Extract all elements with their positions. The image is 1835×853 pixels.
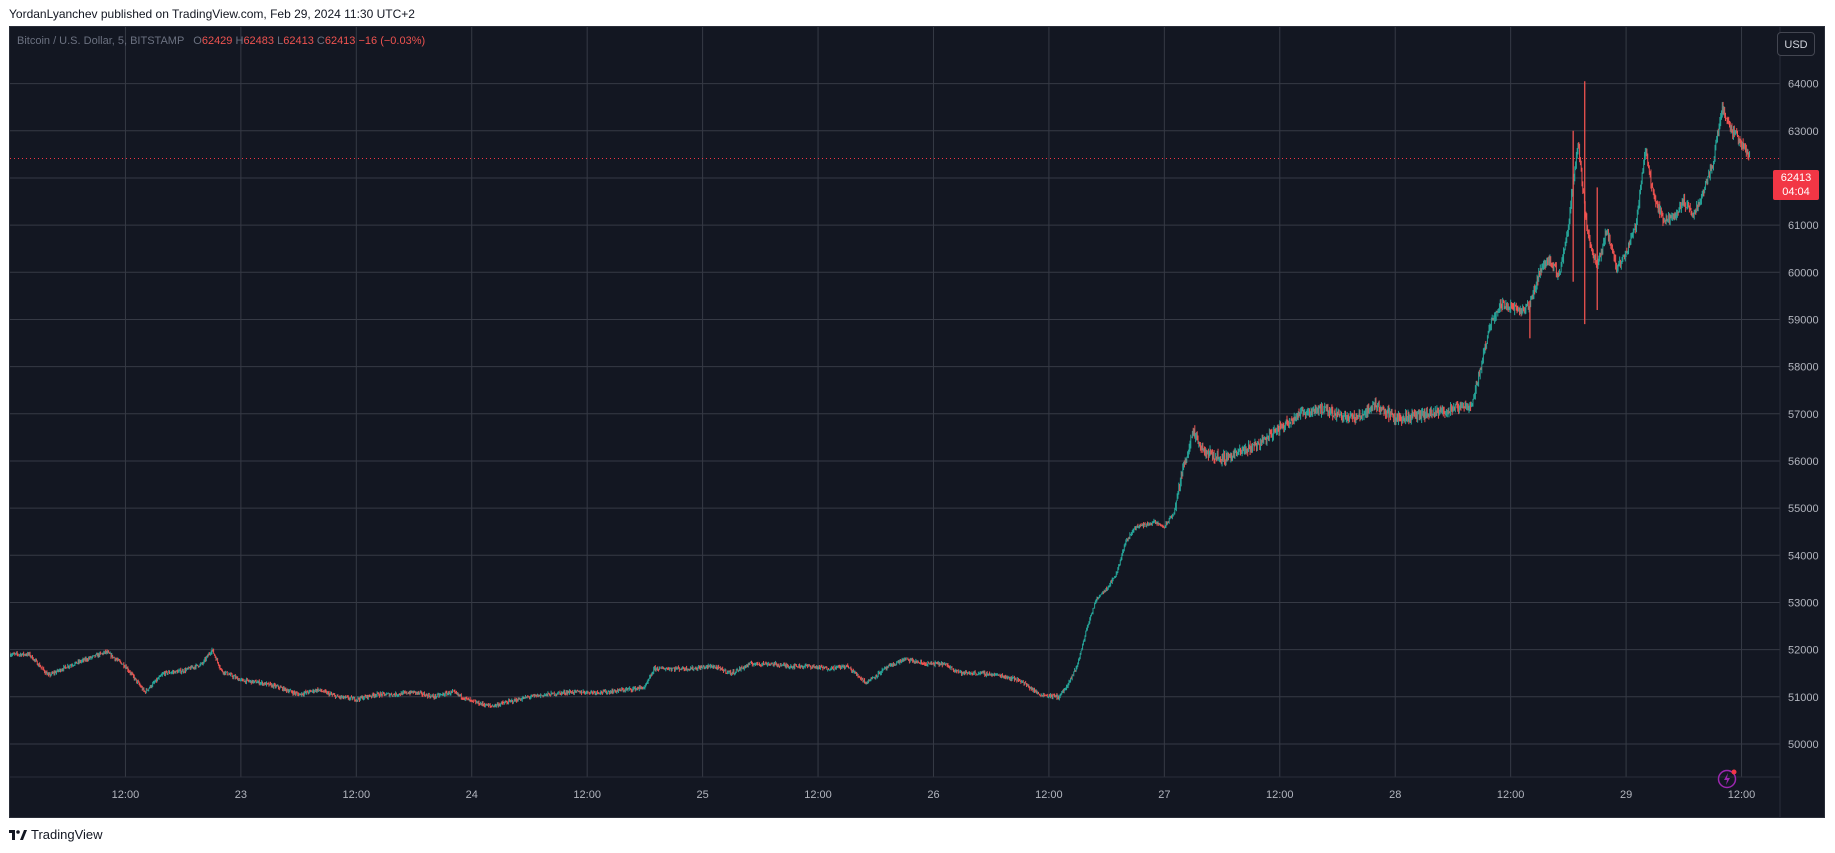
grid-lines <box>10 27 1780 777</box>
close-value: 62413 <box>324 35 356 47</box>
currency-button[interactable]: USD <box>1777 32 1815 56</box>
price-tick-label: 58000 <box>1788 362 1819 374</box>
time-tick-label: 12:00 <box>1035 789 1063 801</box>
publisher-line: YordanLyanchev published on TradingView.… <box>9 7 415 21</box>
low-label: L <box>277 35 284 47</box>
open-value: 62429 <box>201 35 233 47</box>
price-tick-label: 50000 <box>1788 739 1819 751</box>
time-axis[interactable]: 12:00 23 12:00 24 12:00 25 12:00 26 12:00 27 12:00… <box>112 789 1756 801</box>
time-tick-label: 12:00 <box>1497 789 1525 801</box>
high-value: 62483 <box>243 35 275 47</box>
close-label: C <box>316 35 325 47</box>
tradingview-logo-icon <box>9 829 27 840</box>
lightning-icon[interactable] <box>1717 767 1739 789</box>
low-value: 62413 <box>283 35 314 47</box>
time-tick-label: 12:00 <box>573 789 601 801</box>
time-tick-label: 28 <box>1389 789 1401 801</box>
time-tick-label: 12:00 <box>1266 789 1294 801</box>
price-tick-label: 57000 <box>1788 409 1819 421</box>
change-value: −16 (−0.03%) <box>358 35 426 47</box>
price-tick-label: 63000 <box>1788 126 1819 138</box>
bar-countdown: 04:04 <box>1782 186 1810 198</box>
chart-pane[interactable]: 50000 51000 52000 53000 54000 55000 56000 57000… <box>9 26 1825 818</box>
open-label: O <box>193 35 202 47</box>
symbol-legend: Bitcoin / U.S. Dollar, 5, BITSTAMP O6242… <box>17 35 425 47</box>
time-tick-label: 12:00 <box>1728 789 1756 801</box>
price-tick-label: 54000 <box>1788 550 1819 562</box>
last-price-value: 62413 <box>1780 172 1812 184</box>
price-tick-label: 51000 <box>1788 692 1819 704</box>
price-tick-label: 60000 <box>1788 267 1819 279</box>
time-tick-label: 12:00 <box>804 789 832 801</box>
time-tick-label: 12:00 <box>343 789 371 801</box>
price-tick-label: 53000 <box>1788 597 1819 609</box>
time-tick-label: 25 <box>696 789 708 801</box>
candles <box>10 81 1751 708</box>
price-tick-label: 52000 <box>1788 645 1819 657</box>
time-tick-label: 27 <box>1158 789 1170 801</box>
high-label: H <box>235 35 244 47</box>
last-price-tag: 62413 04:04 <box>1773 170 1819 200</box>
price-tick-label: 55000 <box>1788 503 1819 515</box>
price-chart[interactable]: 50000 51000 52000 53000 54000 55000 56000 57000… <box>10 27 1824 817</box>
time-tick-label: 12:00 <box>112 789 140 801</box>
price-tick-label: 64000 <box>1788 79 1819 91</box>
time-tick-label: 24 <box>466 789 478 801</box>
price-tick-label: 56000 <box>1788 456 1819 468</box>
footer-brand-text: TradingView <box>31 827 103 842</box>
time-tick-label: 23 <box>235 789 247 801</box>
footer-brand[interactable]: TradingView <box>9 827 103 842</box>
price-tick-label: 61000 <box>1788 220 1819 232</box>
time-tick-label: 29 <box>1620 789 1632 801</box>
time-tick-label: 26 <box>927 789 939 801</box>
symbol-title: Bitcoin / U.S. Dollar, 5, BITSTAMP <box>17 35 185 47</box>
price-tick-label: 59000 <box>1788 314 1819 326</box>
